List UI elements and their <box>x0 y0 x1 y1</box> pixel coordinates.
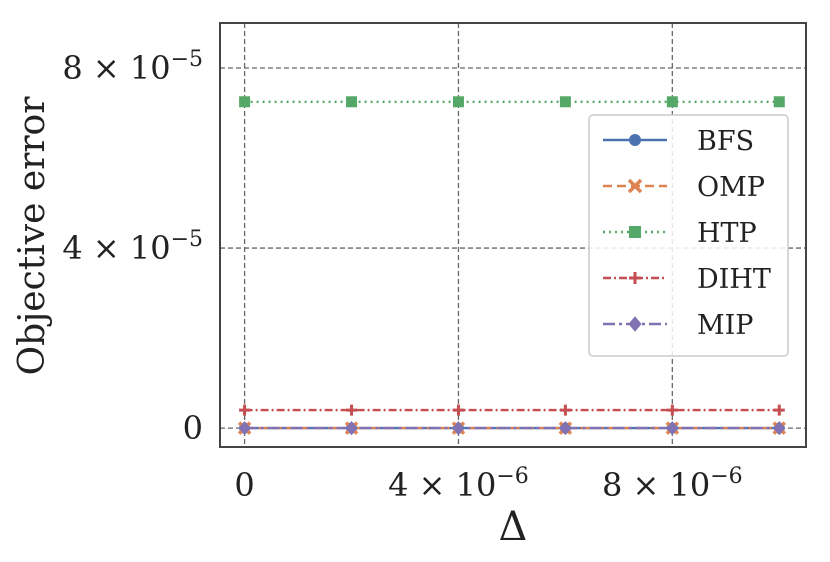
marker-square <box>559 96 571 108</box>
legend-entry-omp: OMP <box>603 172 765 203</box>
marker-plus <box>346 404 358 416</box>
marker-diamond <box>628 316 642 332</box>
legend-entry-htp: HTP <box>603 218 757 249</box>
x-tick-label: 0 <box>234 466 254 504</box>
x-tick-label: 8 × 10−6 <box>602 464 743 504</box>
marker-plus <box>239 404 251 416</box>
y-tick-label: 0 <box>183 409 203 447</box>
marker-square <box>346 96 358 108</box>
marker-diamond <box>452 420 465 436</box>
marker-square <box>629 226 641 238</box>
marker-plus <box>452 404 464 416</box>
marker-diamond <box>773 420 786 436</box>
legend-entry-diht: DIHT <box>603 264 771 295</box>
marker-square <box>452 96 464 108</box>
x-tick-labels: 0 4 × 10−6 8 × 10−6 <box>234 464 742 504</box>
x-tick-label: 4 × 10−6 <box>388 464 529 504</box>
legend-label: OMP <box>697 172 765 203</box>
series-mip <box>238 420 786 436</box>
series-layer <box>237 96 787 436</box>
marker-plus <box>629 272 641 284</box>
legend-label: DIHT <box>697 264 771 295</box>
series-diht <box>239 404 785 416</box>
legend-entry-bfs: BFS <box>603 126 754 157</box>
y-tick-labels: 0 4 × 10−5 8 × 10−5 <box>62 47 203 447</box>
marker-square <box>239 96 251 108</box>
x-axis-label: Δ <box>499 504 528 550</box>
marker-plus <box>666 404 678 416</box>
marker-diamond <box>559 420 572 436</box>
marker-diamond <box>345 420 358 436</box>
marker-plus <box>773 404 785 416</box>
marker-circle <box>629 134 641 146</box>
legend-entry-mip: MIP <box>603 310 753 341</box>
plot-frame <box>219 22 807 448</box>
marker-square <box>773 96 785 108</box>
marker-plus <box>559 404 571 416</box>
legend-box <box>588 114 789 357</box>
y-tick-label: 4 × 10−5 <box>62 227 203 267</box>
legend: BFS OMP HTP DIHT MIP <box>588 114 789 357</box>
marker-square <box>666 96 678 108</box>
marker-diamond <box>238 420 251 436</box>
marker-diamond <box>666 420 679 436</box>
y-axis-label: Objective error <box>12 96 53 376</box>
legend-label: BFS <box>697 126 754 157</box>
series-htp <box>239 96 785 108</box>
legend-label: HTP <box>697 218 757 249</box>
y-tick-label: 8 × 10−5 <box>62 47 203 87</box>
marker-x <box>627 178 643 194</box>
legend-label: MIP <box>697 310 753 341</box>
